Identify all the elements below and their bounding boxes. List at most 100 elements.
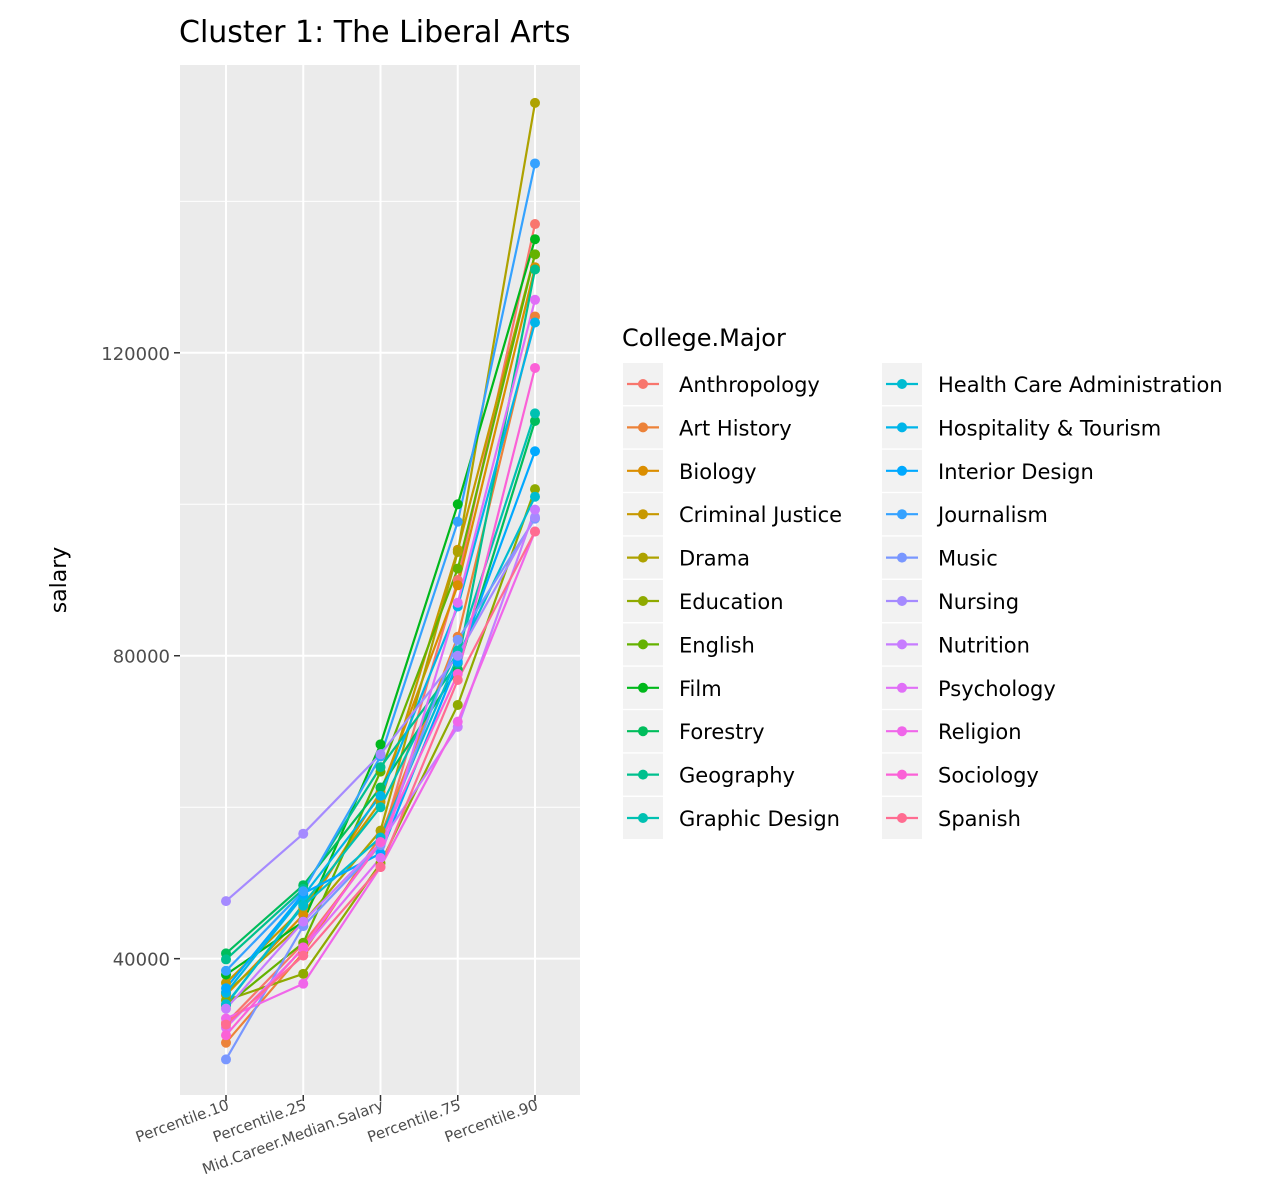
data-point xyxy=(530,97,540,108)
legend-key-point xyxy=(897,379,907,389)
data-point xyxy=(530,526,540,537)
data-point xyxy=(375,790,386,801)
data-point xyxy=(375,762,386,773)
data-point xyxy=(530,362,540,373)
data-point xyxy=(375,749,386,760)
legend-key-point xyxy=(897,639,907,650)
series-points xyxy=(221,97,540,1065)
y-axis: 40000 80000 120000 xyxy=(101,344,180,971)
legend-label: Religion xyxy=(938,720,1022,744)
data-point xyxy=(452,546,463,557)
legend-key-point xyxy=(638,813,648,823)
data-point xyxy=(298,886,309,897)
legend-key-point xyxy=(638,552,648,563)
data-point xyxy=(530,264,540,275)
data-point xyxy=(452,674,463,685)
data-point xyxy=(530,408,540,419)
legend-label: Criminal Justice xyxy=(679,503,842,527)
legend-label: Forestry xyxy=(679,720,765,744)
legend-key-point xyxy=(897,596,907,606)
legend-key-point xyxy=(638,379,648,389)
data-point xyxy=(298,942,309,953)
legend-label: Biology xyxy=(679,460,757,484)
y-tick-label: 120000 xyxy=(101,344,170,365)
data-point xyxy=(298,900,309,911)
data-point xyxy=(530,219,540,230)
legend-label: Education xyxy=(679,590,784,614)
legend-label: Interior Design xyxy=(938,460,1094,484)
data-point xyxy=(452,580,463,591)
data-point xyxy=(452,716,463,727)
legend-key-point xyxy=(638,422,648,433)
data-point xyxy=(221,1054,231,1065)
data-point xyxy=(530,249,540,260)
legend-label: Health Care Administration xyxy=(938,373,1223,397)
data-point xyxy=(221,1019,231,1030)
data-point xyxy=(530,294,540,305)
data-point xyxy=(530,234,540,245)
legend-label: Drama xyxy=(679,547,750,571)
data-point xyxy=(530,317,540,328)
data-point xyxy=(530,491,540,502)
data-point xyxy=(221,1030,231,1041)
legend-key-point xyxy=(897,726,907,737)
data-point xyxy=(530,512,540,523)
legend-key-point xyxy=(897,813,907,823)
data-point xyxy=(221,1003,231,1014)
legend-label: Psychology xyxy=(938,677,1056,701)
legend-key-point xyxy=(638,465,648,476)
y-tick-label: 80000 xyxy=(113,647,170,668)
data-point xyxy=(298,978,309,989)
legend-label: Music xyxy=(938,547,998,571)
data-point xyxy=(452,634,463,645)
legend-label: Anthropology xyxy=(679,373,820,397)
data-point xyxy=(452,699,463,710)
legend-key-point xyxy=(897,682,907,693)
data-point xyxy=(452,563,463,574)
legend-key-point xyxy=(638,509,648,520)
y-tick-label: 40000 xyxy=(113,950,170,971)
data-point xyxy=(452,650,463,661)
data-point xyxy=(221,1037,231,1048)
data-point xyxy=(375,852,386,863)
data-point xyxy=(221,983,231,994)
data-point xyxy=(530,484,540,495)
x-axis: Percentile.10Percentile.25Mid.Career.Med… xyxy=(133,1095,540,1178)
data-point xyxy=(298,968,309,979)
legend-title: College.Major xyxy=(622,324,786,352)
legend-label: Nursing xyxy=(938,590,1019,614)
legend-key-point xyxy=(638,726,648,737)
legend-label: Nutrition xyxy=(938,633,1030,657)
data-point xyxy=(298,828,309,839)
legend-key-point xyxy=(638,639,648,650)
data-point xyxy=(221,965,231,976)
data-point xyxy=(298,950,309,961)
legend-key-point xyxy=(897,552,907,563)
legend: Anthropology Art History Biology Criminal J… xyxy=(623,363,1223,839)
data-point xyxy=(530,158,540,169)
legend-key-point xyxy=(638,682,648,693)
data-point xyxy=(452,499,463,510)
data-point xyxy=(375,862,386,873)
data-point xyxy=(452,516,463,527)
legend-key-point xyxy=(897,509,907,520)
legend-key-point xyxy=(897,422,907,433)
data-point xyxy=(221,954,231,965)
y-axis-label: salary xyxy=(47,547,72,614)
data-point xyxy=(221,896,231,907)
legend-key-point xyxy=(897,769,907,780)
data-point xyxy=(375,782,386,793)
chart-title: Cluster 1: The Liberal Arts xyxy=(179,15,570,50)
legend-key-point xyxy=(638,769,648,780)
data-point xyxy=(375,739,386,750)
legend-label: Journalism xyxy=(936,503,1048,527)
data-point xyxy=(452,597,463,608)
legend-label: Hospitality & Tourism xyxy=(938,416,1161,440)
data-point xyxy=(298,916,309,927)
data-point xyxy=(530,504,540,515)
legend-label: Graphic Design xyxy=(679,807,840,831)
legend-label: Geography xyxy=(679,764,795,788)
legend-label: Art History xyxy=(679,416,792,440)
legend-key-point xyxy=(897,465,907,476)
